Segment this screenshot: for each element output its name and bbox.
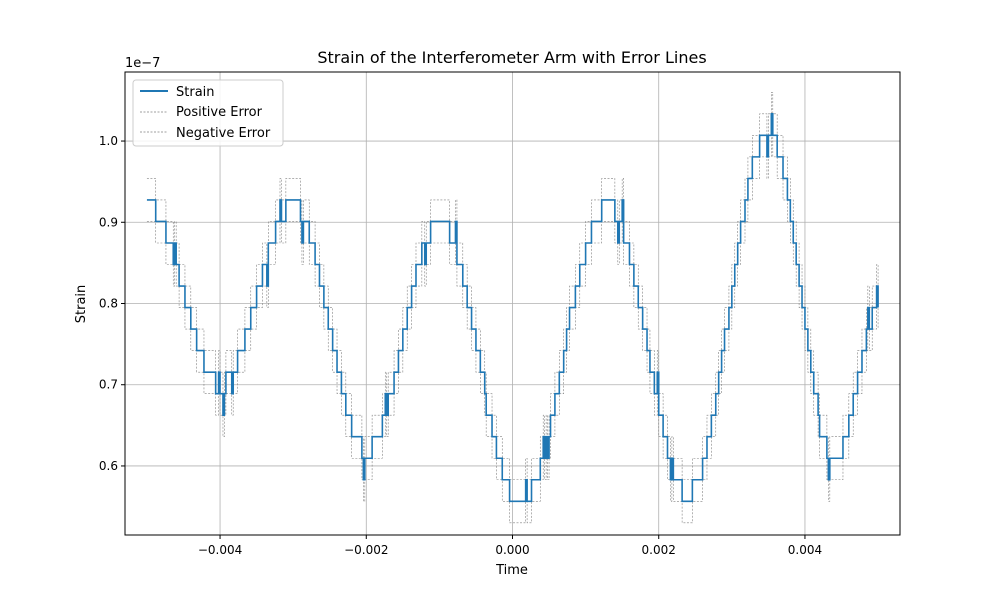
y-axis-offset-text: 1e−7 <box>125 56 160 71</box>
y-axis-label: Strain <box>74 285 89 324</box>
x-tick-label: −0.004 <box>198 543 242 557</box>
y-tick-label: 0.6 <box>99 459 118 473</box>
chart-title: Strain of the Interferometer Arm with Er… <box>317 48 706 67</box>
y-tick-label: 0.7 <box>99 378 118 392</box>
legend-positive-error-label: Positive Error <box>176 105 263 120</box>
y-tick-label: 0.9 <box>99 215 118 229</box>
x-tick-label: 0.004 <box>788 543 822 557</box>
legend-negative-error-label: Negative Error <box>176 126 271 141</box>
y-tick-label: 0.8 <box>99 297 118 311</box>
legend: Strain Positive Error Negative Error <box>133 80 283 146</box>
x-tick-label: 0.002 <box>642 543 676 557</box>
x-tick-label: 0.000 <box>495 543 529 557</box>
x-axis-label: Time <box>495 563 528 578</box>
legend-strain-label: Strain <box>176 85 215 100</box>
y-tick-label: 1.0 <box>99 134 118 148</box>
x-tick-label: −0.002 <box>344 543 388 557</box>
